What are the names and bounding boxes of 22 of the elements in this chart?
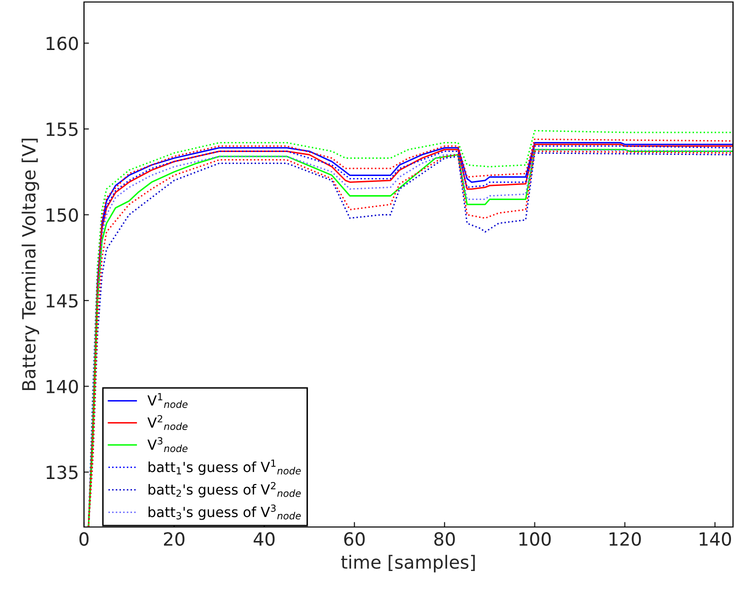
y-axis-title: Battery Terminal Voltage [V] [22,138,40,390]
x-tick-label: 0 [79,532,89,546]
legend-label: V$^{1}$$_{node}$ [147,393,188,408]
legend-label: batt$_{2}$'s guess of V$^{2}$$_{node}$ [148,482,301,498]
legend-label: batt$_{1}$'s guess of V$^{1}$$_{node}$ [148,460,301,475]
y-tick-label: 150 [46,208,78,222]
y-tick-label: 140 [46,380,78,394]
x-axis-title: time [samples] [341,554,475,572]
y-tick-label: 160 [46,36,78,50]
legend-label: batt$_{3}$'s guess of V$^{3}$$_{node}$ [148,504,301,520]
y-tick-label: 135 [46,466,78,480]
x-tick-label: 140 [700,532,732,546]
x-tick-label: 100 [519,532,551,546]
x-tick-label: 80 [434,532,455,546]
x-tick-label: 40 [254,532,275,546]
x-tick-label: 120 [610,532,641,546]
legend-label: V$^{3}$$_{node}$ [147,437,188,452]
y-tick-label: 155 [46,122,78,136]
x-tick-label: 60 [344,532,365,546]
legend-label: V$^{2}$$_{node}$ [147,415,188,430]
x-tick-label: 20 [164,532,184,546]
y-tick-label: 145 [46,294,78,308]
